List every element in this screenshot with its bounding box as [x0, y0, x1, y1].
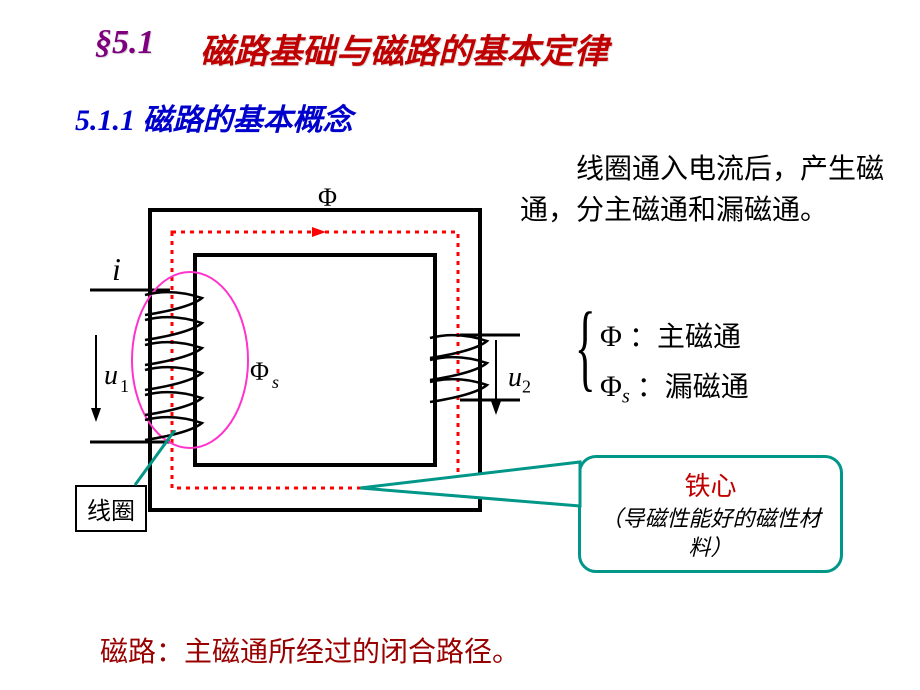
svg-text:s: s	[272, 372, 279, 392]
core-connector	[360, 458, 590, 518]
coil-label-box: 线圈	[75, 485, 147, 532]
svg-text:i: i	[112, 251, 121, 287]
u2-label: u2	[508, 362, 531, 398]
core-callout: 铁心 （导磁性能好的磁性材料）	[578, 455, 843, 573]
section-title: 磁路基础与磁路的基本定律	[200, 24, 608, 73]
footer-definition: 磁路：主磁通所经过的闭合路径。	[100, 630, 520, 670]
svg-text:u: u	[104, 360, 118, 391]
svg-text:Φ: Φ	[318, 183, 337, 212]
section-number: §5.1	[95, 24, 155, 62]
legend-phi: Φ ：主磁通	[600, 315, 741, 355]
svg-text:1: 1	[120, 376, 129, 396]
subsection-title: 5.1.1 磁路的基本概念	[75, 95, 353, 139]
intro-paragraph: 线圈通入电流后，产生磁通，分主磁通和漏磁通。	[520, 150, 900, 231]
coil-connector	[120, 430, 200, 490]
legend-brace: {	[575, 291, 596, 403]
legend-phis: Φs ：漏磁通	[600, 365, 749, 409]
svg-text:Φ: Φ	[250, 357, 269, 386]
